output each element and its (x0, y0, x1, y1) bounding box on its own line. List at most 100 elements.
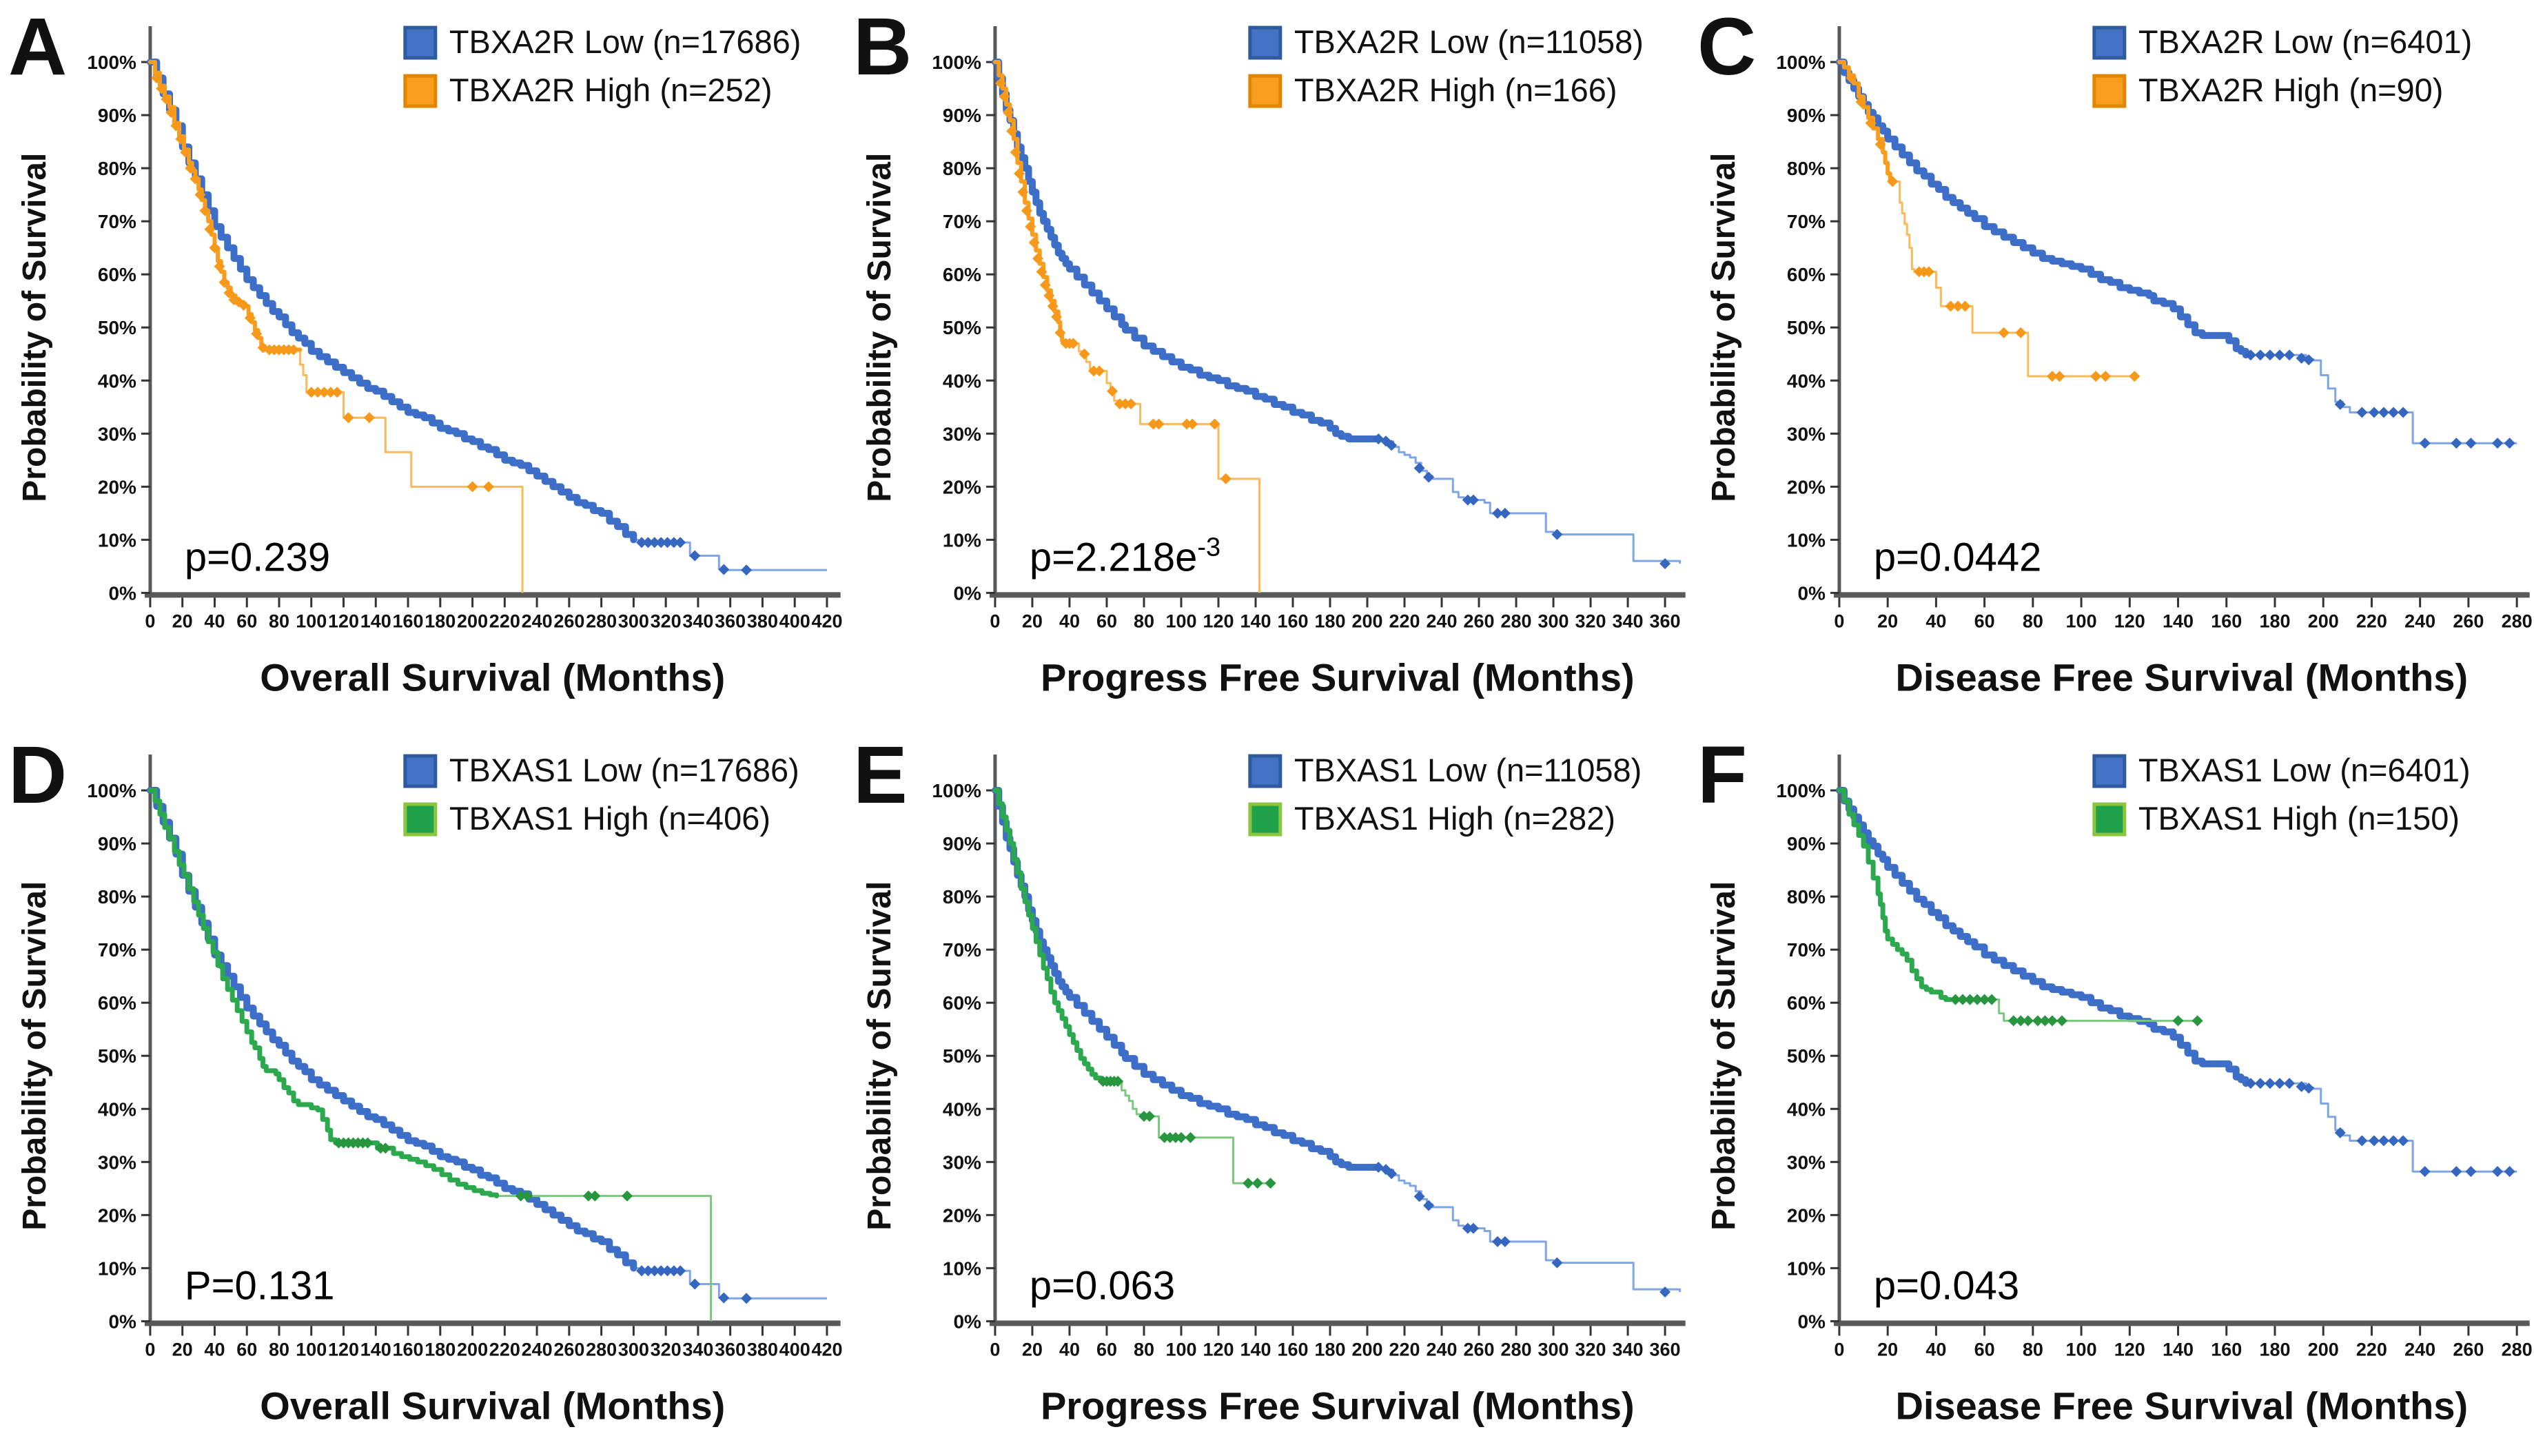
censor-mark-tbxas1-low (2284, 1077, 2296, 1089)
censor-mark-tbxas1-low (2492, 1165, 2504, 1177)
y-tick-label: 50% (98, 317, 136, 338)
censor-mark-tbxa2r-high (1013, 167, 1025, 179)
km-plot-D: 0% 10% 20% 30% 40% 50% 60% 70% 80% 90% 100% 0 20 40 60… (0, 728, 845, 1456)
censor-mark-tbxas1-high (1265, 1177, 1276, 1189)
x-tick-label: 320 (1575, 1339, 1606, 1360)
y-axis-title: Probability of Survival (1706, 153, 1742, 502)
censor-mark-tbxa2r-low (2265, 349, 2276, 361)
censor-mark-tbxa2r-high (1186, 418, 1198, 430)
censor-mark-tbxas1-high (622, 1190, 633, 1202)
y-tick-label: 0% (953, 1311, 981, 1332)
censor-mark-tbxas1-low (2245, 1077, 2257, 1089)
panel-background (844, 728, 1690, 1456)
legend-swatch (2092, 754, 2127, 788)
x-tick-label: 140 (360, 611, 391, 631)
x-tick-label: 200 (2308, 1339, 2339, 1360)
censor-mark-tbxa2r-high (180, 147, 192, 158)
censor-mark-tbxas1-low (2398, 1134, 2409, 1146)
x-tick-label: 420 (811, 611, 842, 631)
series-tbxas1-high (147, 788, 713, 1321)
censor-mark-tbxas1-low (2265, 1077, 2276, 1089)
y-tick-labels: 0% 10% 20% 30% 40% 50% 60% 70% 80% 90% 100% (1777, 780, 1840, 1332)
censor-mark-tbxa2r-high (1043, 289, 1054, 302)
x-tick-label: 300 (618, 1339, 649, 1360)
censor-mark-tbxas1-high (1138, 1110, 1150, 1122)
y-axis-title: Probability of Survival (17, 153, 53, 502)
x-tick-label: 20 (1877, 1339, 1898, 1360)
censor-mark-tbxa2r-low (662, 537, 673, 548)
x-tick-label: 100 (2066, 1339, 2097, 1360)
y-tick-label: 90% (98, 105, 136, 126)
x-tick-label: 300 (618, 611, 649, 631)
x-tick-label: 20 (172, 611, 193, 631)
x-tick-label: 240 (1426, 611, 1457, 631)
y-tick-label: 40% (98, 370, 136, 391)
y-tick-label: 90% (1787, 833, 1826, 854)
censor-mark-tbxas1-high (2056, 1014, 2068, 1026)
x-tick-label: 40 (204, 611, 225, 631)
p-value: P=0.131 (185, 1263, 335, 1308)
y-tick-label: 40% (98, 1098, 136, 1120)
censor-mark-tbxa2r-high (1865, 117, 1877, 129)
censor-mark-tbxas1-low (2274, 1077, 2286, 1089)
legend-label: TBXAS1 High (n=406) (449, 800, 770, 837)
legend-swatch (2092, 802, 2127, 837)
censor-mark-tbxa2r-low (1499, 507, 1511, 519)
y-tick-label: 80% (943, 158, 981, 179)
km-plot-C: 0% 10% 20% 30% 40% 50% 60% 70% 80% 90% 100% 0 20 40 60… (1689, 0, 2534, 728)
panel-A: 0% 10% 20% 30% 40% 50% 60% 70% 80% 90% 100% 0 20 40 60… (0, 0, 845, 728)
y-tick-label: 90% (943, 833, 981, 854)
x-tick-label: 120 (328, 1339, 359, 1360)
x-tick-label: 260 (1463, 611, 1494, 631)
censor-mark-tbxas1-low (2369, 1134, 2380, 1146)
y-tick-labels: 0% 10% 20% 30% 40% 50% 60% 70% 80% 90% 100% (932, 52, 995, 604)
x-tick-label: 180 (2260, 611, 2291, 631)
axes (989, 754, 1686, 1326)
censor-mark-tbxa2r-low (636, 537, 648, 548)
legend-swatch (403, 25, 438, 60)
x-tick-label: 240 (2404, 1339, 2435, 1360)
censor-mark-tbxa2r-high (318, 387, 330, 398)
legend-swatch (1247, 754, 1282, 788)
y-tick-label: 30% (943, 1151, 981, 1173)
curve-thin-tbxas1-high (496, 1194, 713, 1321)
x-tick-label: 360 (1649, 1339, 1680, 1360)
y-tick-label: 30% (1787, 1151, 1826, 1173)
x-tick-label: 140 (1240, 1339, 1271, 1360)
y-tick-label: 40% (1787, 1098, 1826, 1120)
y-axis-title: Probability of Survival (861, 881, 898, 1230)
x-tick-labels: 0 20 40 60 80 100 120 140 160 180 200 220 240 260 280 3… (145, 1325, 842, 1360)
x-tick-label: 20 (1877, 611, 1898, 631)
x-tick-label: 0 (145, 611, 155, 631)
y-tick-label: 70% (98, 211, 136, 232)
x-tick-label: 380 (747, 611, 778, 631)
censor-mark-tbxas1-low (2356, 1134, 2368, 1146)
x-tick-label: 160 (1277, 1339, 1308, 1360)
x-tick-label: 140 (2163, 611, 2194, 631)
y-tick-label: 70% (1787, 939, 1826, 961)
km-plot-A: 0% 10% 20% 30% 40% 50% 60% 70% 80% 90% 100% 0 20 40 60… (0, 0, 845, 728)
x-axis-title: Disease Free Survival (Months) (1896, 1384, 2469, 1427)
x-tick-label: 120 (1203, 611, 1234, 631)
censor-mark-tbxa2r-low (2420, 438, 2431, 449)
censor-mark-tbxa2r-low (741, 564, 753, 576)
x-tick-label: 140 (2163, 1339, 2194, 1360)
panel-letter: F (1697, 730, 1747, 821)
y-tick-label: 70% (943, 211, 981, 232)
x-tick-label: 360 (715, 611, 746, 631)
y-tick-label: 20% (1787, 1204, 1826, 1226)
censor-mark-tbxa2r-high (1220, 473, 1232, 484)
panel-E: 0% 10% 20% 30% 40% 50% 60% 70% 80% 90% 100% 0 20 40 60… (844, 728, 1690, 1456)
censor-mark-tbxa2r-high (190, 173, 201, 185)
y-tick-label: 20% (1787, 476, 1826, 498)
censor-mark-tbxa2r-low (655, 537, 667, 548)
censor-mark-tbxas1-high (1957, 994, 1969, 1005)
y-tick-labels: 0% 10% 20% 30% 40% 50% 60% 70% 80% 90% 100% (87, 52, 150, 604)
x-tick-label: 0 (990, 1339, 1000, 1360)
y-tick-label: 0% (1798, 582, 1826, 604)
legend-label: TBXAS1 Low (n=11058) (1294, 752, 1642, 788)
censor-mark-tbxa2r-high (170, 120, 182, 132)
censor-mark-tbxa2r-low (2492, 438, 2504, 449)
censor-mark-tbxas1-low (662, 1264, 673, 1276)
censor-mark-tbxas1-low (741, 1292, 753, 1304)
